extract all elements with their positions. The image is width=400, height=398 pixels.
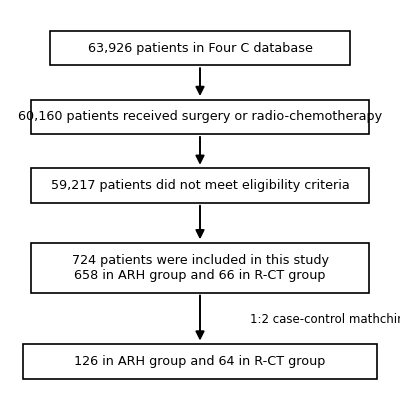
FancyBboxPatch shape — [31, 168, 369, 203]
FancyBboxPatch shape — [31, 243, 369, 293]
Text: 1:2 case-control mathching: 1:2 case-control mathching — [250, 313, 400, 326]
Text: 60,160 patients received surgery or radio-chemotherapy: 60,160 patients received surgery or radi… — [18, 110, 382, 123]
FancyBboxPatch shape — [50, 31, 350, 65]
Text: 63,926 patients in Four C database: 63,926 patients in Four C database — [88, 41, 312, 55]
Text: 126 in ARH group and 64 in R-CT group: 126 in ARH group and 64 in R-CT group — [74, 355, 326, 368]
FancyBboxPatch shape — [23, 344, 377, 378]
FancyBboxPatch shape — [31, 100, 369, 134]
Text: 59,217 patients did not meet eligibility criteria: 59,217 patients did not meet eligibility… — [51, 179, 349, 192]
Text: 724 patients were included in this study
658 in ARH group and 66 in R-CT group: 724 patients were included in this study… — [72, 254, 328, 282]
